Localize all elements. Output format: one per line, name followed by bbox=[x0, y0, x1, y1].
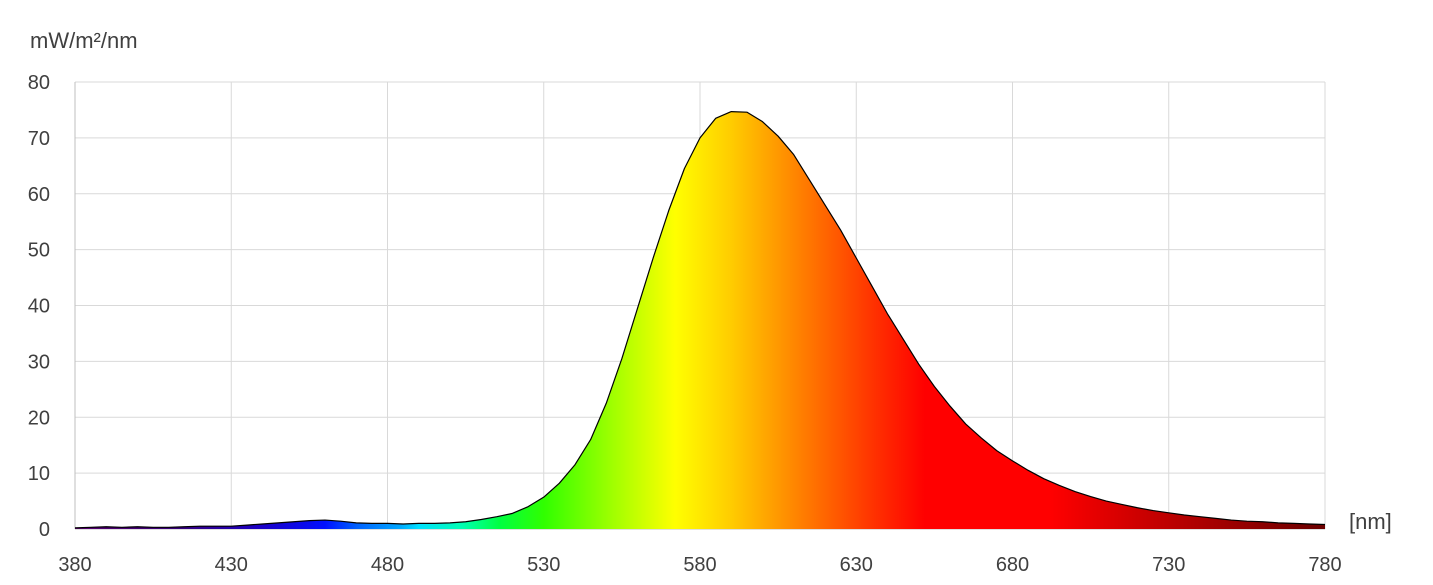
x-tick-label: 680 bbox=[996, 554, 1029, 576]
y-tick-label: 60 bbox=[28, 184, 50, 206]
y-tick-label: 20 bbox=[28, 407, 50, 429]
y-tick-label: 40 bbox=[28, 296, 50, 318]
y-tick-label: 10 bbox=[28, 463, 50, 485]
x-axis-unit-label: [nm] bbox=[1349, 509, 1392, 534]
y-tick-label: 30 bbox=[28, 351, 50, 373]
y-axis-unit-label: mW/m²/nm bbox=[30, 28, 138, 53]
x-tick-label: 430 bbox=[215, 554, 248, 576]
x-tick-label: 730 bbox=[1152, 554, 1185, 576]
x-tick-label: 530 bbox=[527, 554, 560, 576]
spectrum-fill bbox=[75, 111, 1325, 530]
x-tick-label: 480 bbox=[371, 554, 404, 576]
tick-labels: 380 430 480 530 580 630 680 730 780 0 10 20 30 40 50 60… bbox=[28, 72, 1342, 576]
y-tick-label: 80 bbox=[28, 72, 50, 94]
x-tick-label: 380 bbox=[58, 554, 91, 576]
y-tick-label: 50 bbox=[28, 240, 50, 262]
spectrum-area bbox=[74, 111, 1326, 530]
spectrum-line bbox=[74, 111, 1326, 529]
x-tick-label: 630 bbox=[840, 554, 873, 576]
y-tick-label: 70 bbox=[28, 128, 50, 150]
y-tick-label: 0 bbox=[39, 519, 50, 541]
x-tick-label: 580 bbox=[683, 554, 716, 576]
x-tick-label: 780 bbox=[1308, 554, 1341, 576]
